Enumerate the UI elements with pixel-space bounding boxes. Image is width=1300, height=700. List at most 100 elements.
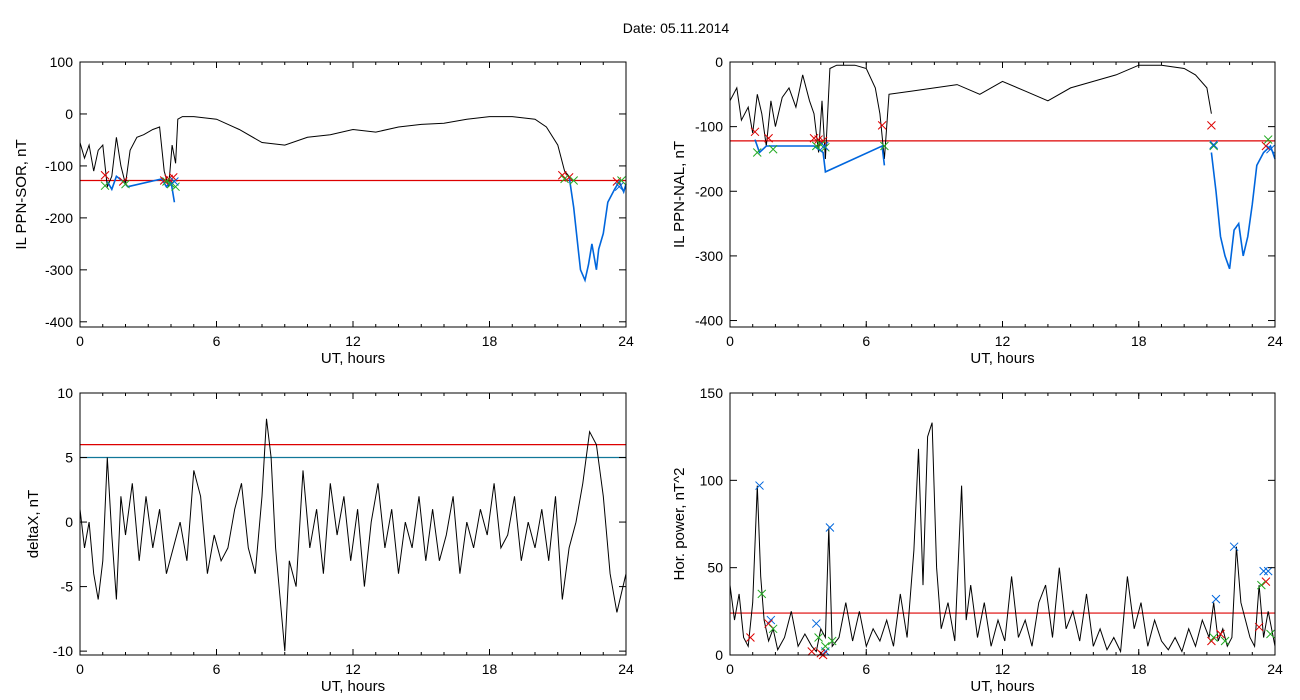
marker-2-0 <box>819 141 829 151</box>
marker-0-0 <box>100 170 110 180</box>
x-tick-label: 12 <box>345 333 361 349</box>
y-axis-label: IL PPN-NAL, nT <box>671 141 688 248</box>
x-tick-label: 24 <box>1267 661 1283 677</box>
y-tick-label: 5 <box>65 450 73 466</box>
marker-2-7 <box>1257 580 1266 590</box>
series-line-0 <box>79 418 627 652</box>
chart-panel-bottom-right: 0 6 12 18 24 150 100 50 0 UT, hours Hor. power, nT… <box>671 385 1283 695</box>
marker-1-5 <box>880 141 889 151</box>
y-axis-label: Hor. power, nT^2 <box>671 468 688 581</box>
marker-1-2 <box>162 177 171 186</box>
marker-2-5 <box>1209 633 1219 642</box>
x-tick-label: 6 <box>213 661 221 677</box>
y-tick-label: 0 <box>65 514 73 530</box>
marker-2-0 <box>757 589 767 599</box>
series-line-2 <box>754 139 886 174</box>
x-tick-label: 24 <box>618 333 634 349</box>
chart-panel-top-right: 0 6 12 18 24 0 -100 -200 -300 -400 UT, hours IL PPN… <box>671 54 1283 367</box>
marker-0-5 <box>877 120 887 130</box>
marker-2-2 <box>1266 144 1275 154</box>
y-tick-label: 100 <box>700 472 724 488</box>
x-tick-label: 6 <box>213 333 221 349</box>
x-tick-label: 0 <box>726 333 734 349</box>
marker-1-1 <box>768 144 778 154</box>
marker-2-1 <box>614 182 624 192</box>
y-tick-label: 0 <box>65 106 73 122</box>
figure-title: Date: 05.11.2014 <box>623 20 730 36</box>
marker-1-0 <box>746 633 755 642</box>
marker-1-2 <box>807 647 817 656</box>
marker-1-7 <box>1263 135 1273 144</box>
marker-0-8 <box>1263 566 1273 576</box>
x-tick-label: 0 <box>76 333 84 349</box>
y-axis-label: IL PPN-SOR, nT <box>13 139 30 249</box>
x-tick-label: 18 <box>482 333 498 349</box>
marker-0-5 <box>1211 594 1221 604</box>
x-tick-label: 18 <box>482 661 498 677</box>
marker-2-4 <box>827 636 837 646</box>
x-tick-label: 0 <box>76 661 84 677</box>
marker-1-6 <box>1216 629 1225 639</box>
y-tick-label: -300 <box>695 248 723 264</box>
marker-0-6 <box>564 172 574 182</box>
marker-0-0 <box>750 127 760 137</box>
y-tick-label: -10 <box>53 643 73 659</box>
series-line-1 <box>1210 144 1276 270</box>
x-tick-label: 24 <box>1267 333 1283 349</box>
x-tick-label: 12 <box>995 333 1011 349</box>
x-tick-label: 24 <box>618 661 634 677</box>
marker-0-1 <box>764 133 773 143</box>
marker-0-7 <box>1261 141 1271 151</box>
y-tick-label: 150 <box>700 385 724 401</box>
marker-2-6 <box>1220 636 1230 646</box>
marker-0-4 <box>818 136 828 146</box>
y-tick-label: 0 <box>715 647 723 663</box>
y-tick-label: 0 <box>715 54 723 70</box>
series-line-1 <box>568 176 627 283</box>
y-tick-label: -100 <box>45 158 73 174</box>
marker-1-6 <box>1209 141 1219 151</box>
x-tick-label: 12 <box>995 661 1011 677</box>
marker-0-4 <box>825 523 835 532</box>
x-axis-label: UT, hours <box>321 350 385 367</box>
marker-1-0 <box>752 148 762 157</box>
marker-1-7 <box>617 176 626 185</box>
plot-frame <box>729 392 1276 656</box>
marker-0-2 <box>811 619 821 628</box>
y-axis-label: deltaX, nT <box>25 490 42 558</box>
series-line-0 <box>79 116 570 189</box>
y-tick-label: 100 <box>50 54 74 70</box>
marker-1-4 <box>171 182 180 192</box>
marker-0-6 <box>1207 120 1216 130</box>
y-tick-label: 10 <box>57 385 73 401</box>
marker-2-3 <box>821 641 830 651</box>
y-tick-label: -200 <box>695 183 723 199</box>
y-tick-label: -300 <box>45 262 73 278</box>
y-tick-label: 50 <box>707 560 723 576</box>
chart-panel-top-left: 0 6 12 18 24 100 0 -100 -200 -300 -400 UT, hours IL … <box>13 54 634 367</box>
y-tick-label: -5 <box>61 579 74 595</box>
x-tick-label: 18 <box>1131 661 1147 677</box>
marker-2-8 <box>1266 629 1275 639</box>
x-axis-label: UT, hours <box>321 678 385 695</box>
marker-2-0 <box>170 177 179 186</box>
x-tick-label: 12 <box>345 661 361 677</box>
x-tick-label: 0 <box>726 661 734 677</box>
marker-0-6 <box>1229 542 1239 552</box>
plot-frame <box>729 61 1276 328</box>
chart-panel-bottom-left: 0 6 12 18 24 10 5 0 -5 -10 UT, hours deltaX, nT <box>25 385 634 695</box>
y-tick-label: -200 <box>45 210 73 226</box>
marker-0-0 <box>755 481 764 490</box>
marker-0-2 <box>159 176 169 185</box>
marker-1-8 <box>1261 577 1271 586</box>
marker-2-2 <box>814 633 823 642</box>
x-axis-label: UT, hours <box>970 350 1034 367</box>
x-tick-label: 6 <box>862 661 870 677</box>
y-tick-label: -400 <box>45 314 73 330</box>
marker-1-5 <box>560 174 569 184</box>
marker-1-1 <box>121 179 130 189</box>
marker-0-7 <box>1259 566 1269 576</box>
x-axis-label: UT, hours <box>970 678 1034 695</box>
marker-1-6 <box>569 176 579 185</box>
x-tick-label: 18 <box>1131 333 1147 349</box>
